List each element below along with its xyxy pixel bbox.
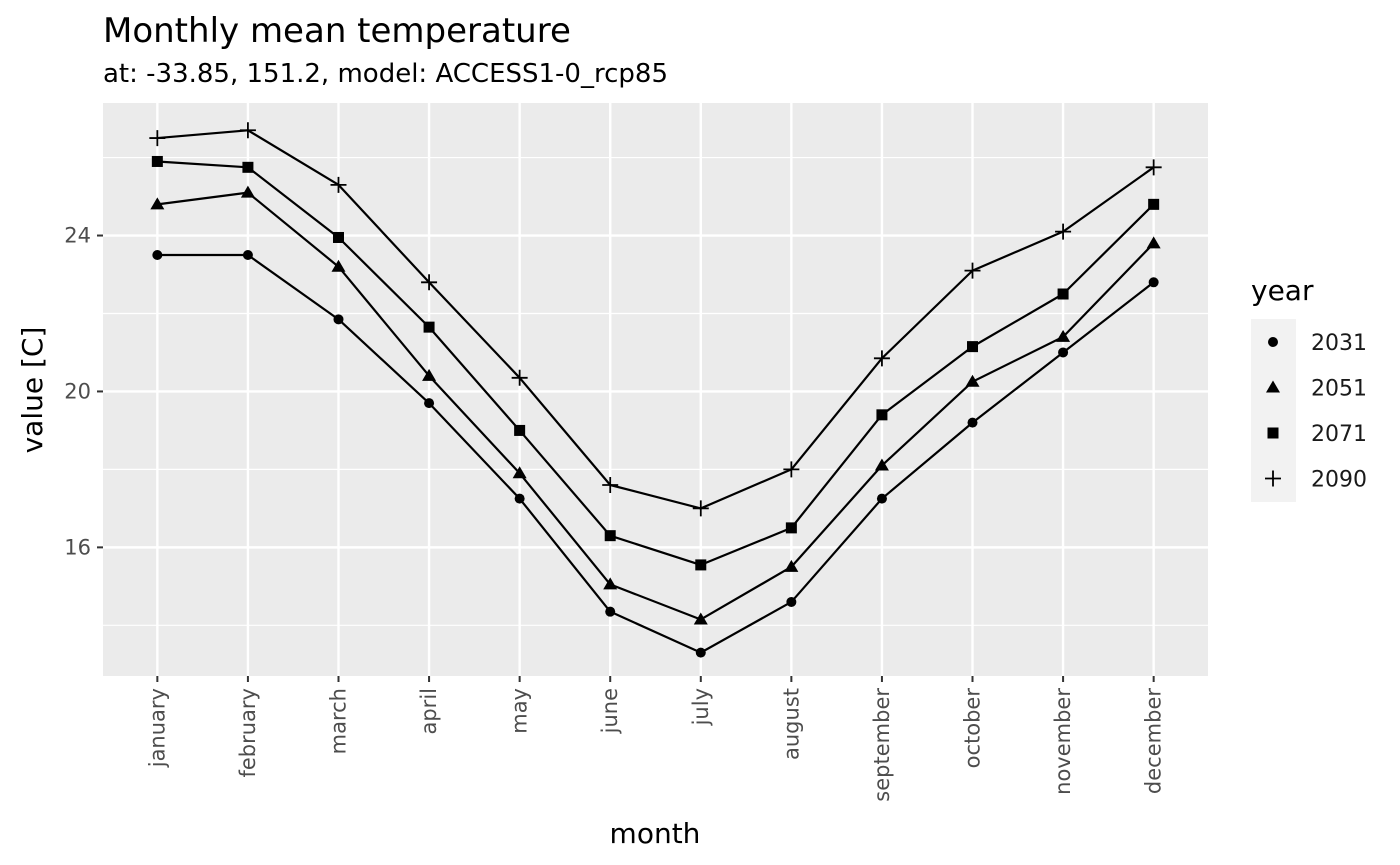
y-tick-label: 20	[64, 379, 91, 403]
legend-key-2090	[1265, 470, 1281, 487]
x-tick-label: february	[236, 688, 260, 778]
series-line-2051	[157, 191, 1155, 621]
data-point-2031	[424, 398, 435, 409]
x-tick-label: july	[689, 688, 713, 726]
data-point-2090	[964, 262, 981, 279]
data-point-2071	[876, 409, 888, 421]
data-point-2051	[150, 197, 165, 210]
data-point-2071	[1148, 198, 1160, 210]
data-point-2031	[242, 250, 253, 261]
data-point-2051	[422, 368, 437, 381]
axes: 16 20 24 january february march april may june ju…	[64, 224, 1165, 802]
data-point-2031	[152, 250, 163, 261]
data-point-2031	[1148, 277, 1159, 288]
data-point-2090	[330, 176, 347, 193]
data-point-2051	[965, 374, 980, 387]
data-point-2031	[605, 606, 616, 617]
x-tick-label: december	[1142, 688, 1166, 794]
data-point-2031	[514, 493, 525, 504]
series-line-2031	[157, 253, 1155, 654]
data-point-2051	[693, 612, 708, 625]
data-point-2071	[514, 424, 526, 436]
data-point-2071	[242, 161, 254, 173]
x-axis-title: month	[610, 817, 701, 850]
legend-label-2071: 2071	[1311, 422, 1367, 447]
legend-title: year	[1251, 274, 1314, 307]
legend-label-2031: 2031	[1311, 331, 1367, 356]
y-tick-label: 16	[64, 535, 91, 559]
data-point-2090	[873, 350, 890, 367]
data-point-2031	[967, 417, 978, 428]
series-line-2071	[157, 160, 1155, 567]
data-point-2090	[692, 500, 709, 517]
data-point-2090	[511, 369, 528, 386]
series-lines	[157, 129, 1155, 654]
data-point-2051	[512, 466, 527, 479]
legend-key-2071	[1267, 427, 1279, 439]
x-tick-label: august	[779, 688, 803, 760]
legend: year 2031 2051 2071 2090	[1251, 274, 1367, 502]
data-point-2031	[695, 647, 706, 658]
y-tick-label: 24	[64, 224, 91, 248]
data-point-2031	[1058, 347, 1069, 358]
data-point-2090	[783, 461, 800, 478]
data-point-2051	[874, 458, 889, 471]
data-point-2090	[149, 130, 166, 147]
data-point-2090	[239, 122, 256, 139]
data-point-2051	[784, 559, 799, 572]
x-tick-label: april	[417, 688, 441, 735]
x-tick-label: may	[508, 688, 532, 734]
data-point-2071	[151, 155, 163, 167]
chart-title: Monthly mean temperature	[103, 11, 571, 51]
data-point-2090	[1145, 159, 1162, 176]
data-point-2071	[967, 341, 979, 353]
x-tick-label: october	[961, 688, 985, 769]
data-point-2031	[786, 596, 797, 607]
legend-key-2031	[1268, 337, 1278, 347]
data-point-2051	[240, 185, 255, 198]
legend-label-2090: 2090	[1311, 468, 1367, 493]
data-markers	[149, 122, 1162, 658]
chart-subtitle: at: -33.85, 151.2, model: ACCESS1-0_rcp8…	[103, 59, 668, 89]
y-axis-title: value [C]	[16, 327, 49, 454]
data-point-2051	[603, 577, 618, 590]
data-point-2051	[1056, 329, 1071, 342]
data-point-2090	[602, 477, 619, 493]
data-point-2071	[423, 321, 435, 333]
x-tick-label: november	[1051, 688, 1075, 795]
x-tick-label: january	[145, 688, 169, 768]
data-point-2071	[785, 522, 797, 534]
legend-label-2051: 2051	[1311, 377, 1367, 402]
x-tick-label: march	[326, 688, 350, 754]
data-point-2090	[421, 274, 438, 291]
data-point-2071	[695, 559, 707, 571]
data-point-2071	[604, 530, 616, 542]
data-point-2031	[333, 314, 344, 325]
x-tick-label: june	[598, 688, 622, 734]
data-point-2090	[1055, 223, 1072, 240]
data-point-2051	[1146, 236, 1161, 249]
data-point-2071	[332, 231, 344, 243]
grid-lines	[103, 103, 1208, 676]
plot-panel	[103, 103, 1208, 676]
x-tick-label: september	[870, 688, 894, 802]
legend-key-2051	[1266, 380, 1280, 393]
data-point-2071	[1057, 288, 1069, 300]
data-point-2031	[876, 493, 887, 504]
data-point-2051	[331, 259, 346, 272]
series-line-2090	[157, 129, 1155, 510]
